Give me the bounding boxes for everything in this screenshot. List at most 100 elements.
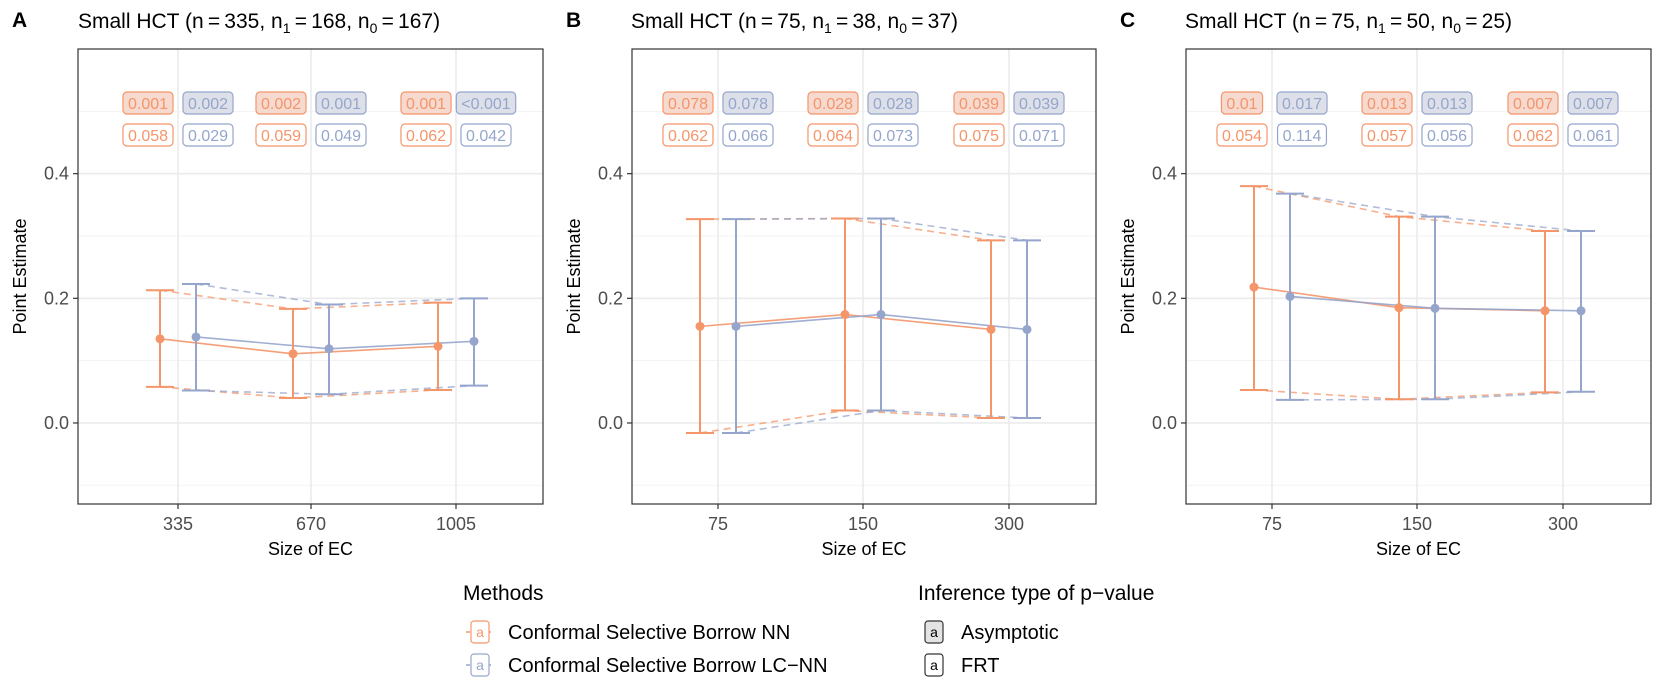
pvalue-box [255, 123, 307, 147]
pvalue-text: 0.056 [1427, 128, 1467, 145]
errorbar-lcnn-150 [1421, 215, 1449, 401]
pvalue-label-frt-nn: 0.064 [807, 123, 859, 147]
point-estimate [731, 321, 741, 331]
pvalue-label-asymptotic-nn: 0.013 [1361, 91, 1413, 115]
legend-method-label: Conformal Selective Borrow NN [508, 622, 790, 644]
pvalue-text: 0.042 [466, 128, 506, 145]
x-tick-label: 75 [708, 514, 728, 534]
gridlines [78, 49, 543, 504]
pvalue-text: 0.114 [1283, 128, 1322, 145]
legend-key-nn: a [466, 620, 494, 644]
point-estimate [1285, 291, 1295, 301]
pvalue-text: 0.054 [1222, 128, 1262, 145]
x-tick-label: 75 [1262, 514, 1282, 534]
pvalue-label-asymptotic-nn: 0.001 [122, 91, 174, 115]
pvalue-label-frt-lcnn: 0.056 [1421, 123, 1473, 147]
y-tick-label: 0.4 [44, 164, 69, 184]
legend-key-asym: a [924, 620, 944, 644]
pvalue-text: 0.078 [728, 96, 768, 113]
pvalue-text: 0.058 [128, 128, 168, 145]
legend-key-box [924, 620, 944, 644]
point-estimate [324, 344, 334, 354]
pvalue-text: 0.002 [261, 96, 301, 113]
pvalue-box [400, 91, 452, 115]
pvalue-text: 0.001 [321, 96, 361, 113]
pvalue-label-frt-lcnn: 0.061 [1567, 123, 1619, 147]
pvalue-label-frt-nn: 0.062 [400, 123, 452, 147]
legend-key-box [470, 653, 490, 677]
pvalue-box [722, 91, 774, 115]
pvalue-label-frt-lcnn: 0.049 [315, 123, 367, 147]
pvalue-text: 0.059 [261, 128, 301, 145]
point-estimate [191, 332, 201, 342]
pvalue-box [807, 123, 859, 147]
panel-c: C Small HCT (n = 75, n1 = 50, n0 = 25) 0.0… [1118, 9, 1652, 559]
y-tick-label: 0.2 [44, 288, 69, 308]
point-estimate [155, 334, 165, 344]
y-tick-label: 0.4 [598, 164, 623, 184]
errorbar-nn-300 [977, 239, 1005, 419]
pvalue-label-frt-lcnn: 0.073 [867, 123, 919, 147]
pvalue-label-frt-nn: 0.057 [1361, 123, 1413, 147]
panel-title: Small HCT (n = 75, n1 = 50, n0 = 25) [1185, 10, 1512, 36]
y-tick-label: 0.2 [598, 288, 623, 308]
pvalue-label-frt-lcnn: 0.029 [182, 123, 234, 147]
legend-key-box [924, 653, 944, 677]
legend-key-glyph: a [930, 624, 938, 640]
legend-inference-label: Asymptotic [961, 622, 1059, 644]
pvalue-label-asymptotic-lcnn: 0.017 [1276, 91, 1328, 115]
errorbar-nn-150 [831, 217, 859, 412]
pvalue-box [1361, 123, 1413, 147]
legend-method-label: Conformal Selective Borrow LC−NN [508, 655, 828, 677]
pvalue-label-frt-nn: 0.058 [122, 123, 174, 147]
pvalue-label-frt-nn: 0.062 [662, 123, 714, 147]
pvalue-label-asymptotic-lcnn: 0.002 [182, 91, 234, 115]
x-tick-label: 300 [1548, 514, 1578, 534]
point-estimate [840, 310, 850, 320]
pvalue-label-asymptotic-lcnn: 0.028 [867, 91, 919, 115]
y-tick-label: 0.0 [598, 413, 623, 433]
pvalue-text: 0.062 [406, 128, 446, 145]
errorbar-nn-1005 [424, 301, 452, 391]
errorbar-lcnn-75 [1276, 192, 1304, 401]
pvalue-text: 0.066 [728, 128, 768, 145]
pvalue-label-asymptotic-nn: 0.028 [807, 91, 859, 115]
pvalue-box [867, 123, 919, 147]
panel-border [1185, 48, 1652, 505]
pvalue-text: 0.049 [321, 128, 361, 145]
pvalue-box [1507, 123, 1559, 147]
panel-letter-c: C [1120, 9, 1135, 32]
pvalue-text: 0.007 [1573, 96, 1613, 113]
pvalue-label-asymptotic-nn: 0.01 [1220, 91, 1264, 115]
errorbar-nn-300 [1531, 230, 1559, 394]
pvalue-box [807, 91, 859, 115]
point-estimate [695, 321, 705, 331]
pvalue-text: 0.028 [873, 96, 913, 113]
pvalue-label-frt-lcnn: 0.114 [1276, 123, 1328, 147]
point-estimate [1394, 303, 1404, 313]
pvalue-label-asymptotic-lcnn: 0.007 [1567, 91, 1619, 115]
pvalue-label-asymptotic-lcnn: 0.001 [315, 91, 367, 115]
pvalue-box [400, 123, 452, 147]
point-estimate [1249, 282, 1259, 292]
point-estimate [876, 310, 886, 320]
errorbar-lcnn-1005 [460, 297, 488, 387]
pvalue-text: 0.061 [1573, 128, 1613, 145]
y-axis-title: Point Estimate [1118, 218, 1138, 334]
legend: Methods a Conformal Selective Borrow NN a Co… [463, 582, 1154, 677]
errorbar-lcnn-300 [1567, 230, 1595, 393]
pvalue-text: 0.002 [188, 96, 228, 113]
point-estimate [986, 324, 996, 334]
pvalue-text: <0.001 [461, 96, 510, 113]
errorbar-lcnn-150 [867, 217, 895, 412]
pvalue-label-frt-nn: 0.075 [953, 123, 1005, 147]
pvalue-label-asymptotic-lcnn: <0.001 [455, 91, 517, 115]
errorbar-nn-335 [146, 289, 174, 388]
panel-border [631, 48, 1097, 505]
pvalue-box [182, 91, 234, 115]
pvalue-box [1220, 91, 1264, 115]
pvalue-text: 0.001 [406, 96, 446, 113]
y-axis-title: Point Estimate [10, 218, 30, 334]
pvalue-label-frt-nn: 0.054 [1216, 123, 1268, 147]
